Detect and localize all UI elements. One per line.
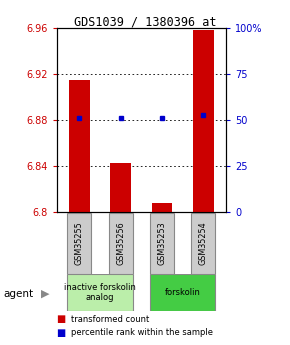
Bar [69,79,90,212]
Bar [193,30,214,212]
Bar [67,274,133,311]
Text: forskolin: forskolin [165,288,201,297]
Text: inactive forskolin
analog: inactive forskolin analog [64,283,136,303]
Text: GSM35255: GSM35255 [75,222,84,265]
Text: transformed count: transformed count [71,315,149,324]
Text: percentile rank within the sample: percentile rank within the sample [71,328,213,337]
Bar [150,274,215,311]
Text: ■: ■ [57,315,66,324]
Text: GSM35256: GSM35256 [116,222,125,265]
Text: ■: ■ [57,328,66,337]
Text: GDS1039 / 1380396_at: GDS1039 / 1380396_at [74,16,216,29]
Bar [191,213,215,274]
Text: GSM35253: GSM35253 [157,222,166,265]
Bar [67,213,91,274]
Bar [109,213,133,274]
Bar [152,203,173,212]
Text: agent: agent [3,289,33,299]
Text: GSM35254: GSM35254 [199,222,208,265]
Bar [110,162,131,212]
Bar [150,213,174,274]
Text: ▶: ▶ [41,289,49,299]
